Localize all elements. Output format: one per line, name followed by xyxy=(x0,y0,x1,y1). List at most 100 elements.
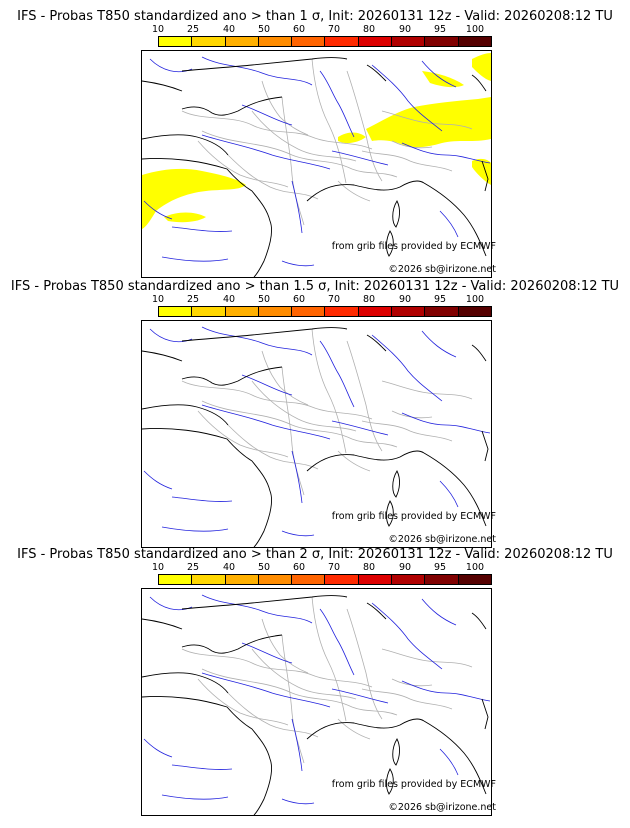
colorbar-tick-label: 60 xyxy=(292,562,306,573)
colorbar-tick-label: 90 xyxy=(398,294,412,305)
colorbar-labels: 10 25 40 50 60 70 80 90 95 100 xyxy=(147,294,497,305)
panel-title: IFS - Probas T850 standardized ano > tha… xyxy=(17,547,613,562)
colorbar-swatch xyxy=(192,307,226,316)
admin-border xyxy=(201,400,398,448)
admin-border xyxy=(337,180,371,202)
colorbar-swatch xyxy=(425,575,459,584)
colorbar-swatch xyxy=(358,307,393,316)
admin-border xyxy=(361,420,453,442)
admin-border xyxy=(251,110,357,162)
admin-border xyxy=(311,58,347,184)
coastline xyxy=(392,470,400,498)
coastline xyxy=(142,618,183,630)
coastline xyxy=(181,595,348,610)
coastline xyxy=(386,768,394,795)
coastline xyxy=(386,230,394,257)
admin-border xyxy=(361,150,453,172)
river xyxy=(371,64,443,132)
source-credit: from grib files provided by ECMWF xyxy=(331,511,496,522)
admin-border xyxy=(337,718,371,740)
admin-border xyxy=(361,688,453,710)
colorbar-swatch xyxy=(358,575,393,584)
colorbar-swatch xyxy=(159,37,193,46)
colorbar-swatch xyxy=(325,37,359,46)
river xyxy=(421,60,457,88)
coastline xyxy=(386,500,394,527)
admin-border xyxy=(281,96,305,226)
coastline xyxy=(471,344,487,362)
colorbar-tick-label: 80 xyxy=(362,562,376,573)
colorbar-tick-label: 40 xyxy=(222,24,236,35)
coastline xyxy=(471,74,487,92)
map-panel-1-5sigma: IFS - Probas T850 standardized ano > tha… xyxy=(0,270,630,548)
france-map xyxy=(142,326,491,547)
coastline xyxy=(423,720,487,795)
coastline xyxy=(306,180,425,202)
colorbar-swatch xyxy=(358,37,393,46)
river xyxy=(401,680,491,702)
coastline xyxy=(471,612,487,630)
coastline xyxy=(142,696,273,815)
coastline xyxy=(142,158,273,277)
copyright: ©2026 sb@irizone.net xyxy=(388,264,496,275)
france-map xyxy=(142,53,491,277)
admin-border xyxy=(381,380,473,400)
river xyxy=(201,134,331,170)
colorbar-tick-label: 90 xyxy=(398,562,412,573)
panel-title: IFS - Probas T850 standardized ano > tha… xyxy=(17,9,613,24)
river xyxy=(149,596,193,611)
admin-border xyxy=(281,366,305,496)
admin-border xyxy=(251,380,357,432)
colorbar xyxy=(158,36,492,47)
river xyxy=(421,598,457,626)
coastline xyxy=(142,134,229,156)
admin-border xyxy=(197,678,289,726)
colorbar-swatch xyxy=(159,307,193,316)
river xyxy=(439,210,459,238)
colorbar xyxy=(158,306,492,317)
river xyxy=(201,326,313,356)
admin-border xyxy=(261,80,309,136)
river xyxy=(281,798,315,805)
river xyxy=(421,330,457,358)
river xyxy=(291,718,303,772)
map-frame xyxy=(141,320,492,548)
river xyxy=(149,58,193,73)
coastline xyxy=(392,738,400,766)
admin-border xyxy=(227,692,319,738)
colorbar-tick-label: 50 xyxy=(257,562,271,573)
river xyxy=(401,142,491,164)
river xyxy=(143,200,173,220)
coastline xyxy=(481,160,489,192)
river xyxy=(143,470,173,490)
colorbar-swatch xyxy=(225,37,259,46)
colorbar-swatch xyxy=(225,575,259,584)
river xyxy=(319,340,355,408)
coastline xyxy=(392,200,400,228)
admin-border xyxy=(227,424,319,470)
colorbar-labels: 10 25 40 50 60 70 80 90 95 100 xyxy=(147,562,497,573)
colorbar-tick-label: 100 xyxy=(465,24,485,35)
colorbar-swatch xyxy=(159,575,193,584)
river xyxy=(319,608,355,676)
admin-border xyxy=(251,648,357,700)
coastline xyxy=(142,672,229,694)
river xyxy=(171,496,233,502)
river xyxy=(201,672,331,708)
colorbar-tick-label: 40 xyxy=(222,562,236,573)
admin-border xyxy=(181,648,373,688)
river xyxy=(331,420,389,436)
panel-title: IFS - Probas T850 standardized ano > tha… xyxy=(10,279,620,294)
admin-border xyxy=(261,350,309,406)
coastline xyxy=(423,452,487,527)
coastline xyxy=(366,602,387,620)
admin-border xyxy=(311,596,347,722)
river xyxy=(201,56,313,86)
colorbar-tick-label: 10 xyxy=(151,24,165,35)
coastline xyxy=(366,64,387,82)
admin-border xyxy=(181,110,373,150)
river xyxy=(331,688,389,704)
colorbar-tick-label: 100 xyxy=(465,294,485,305)
colorbar-tick-label: 80 xyxy=(362,294,376,305)
probability-area xyxy=(164,212,206,223)
